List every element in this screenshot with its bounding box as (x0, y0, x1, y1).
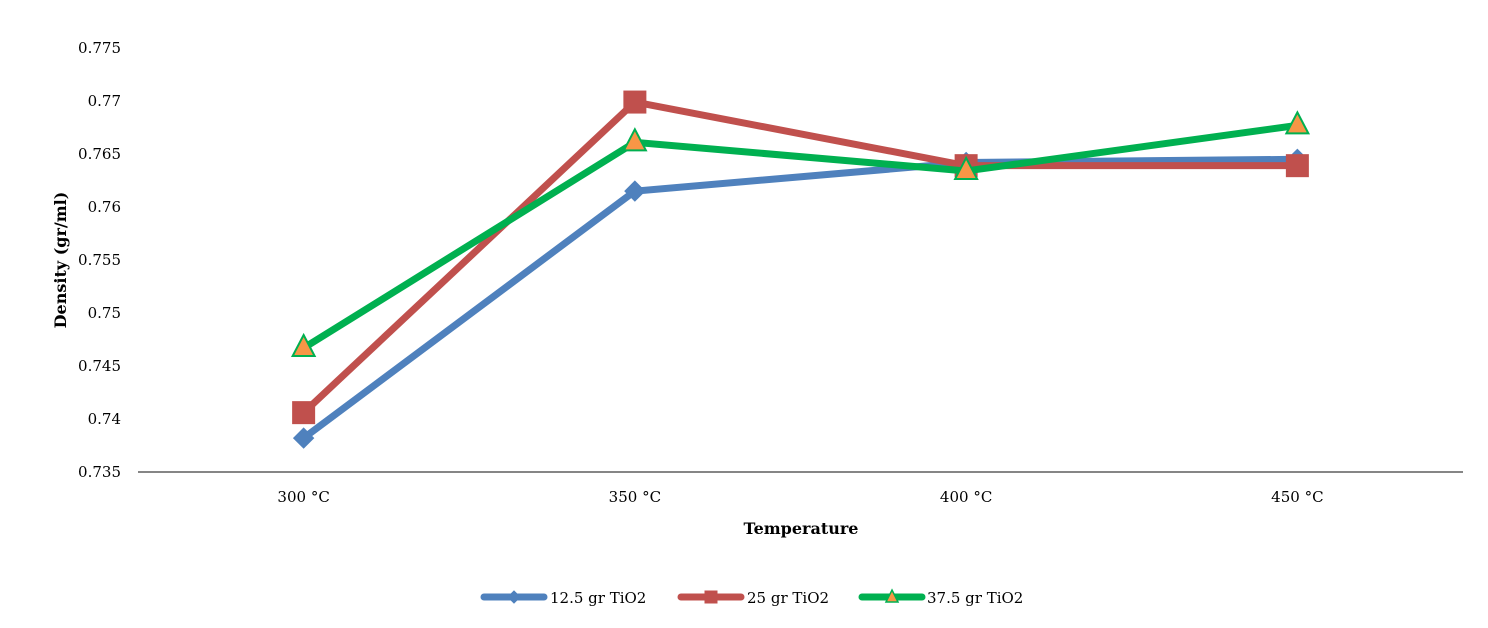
y-tick-labels: 0.735 0.74 0.745 0.75 0.755 0.76 0.765 0.77 0.77… (78, 39, 121, 481)
legend-marker (507, 590, 521, 604)
series-2 (292, 90, 1309, 425)
legend-label: 25 gr TiO2 (747, 589, 829, 607)
y-tick-label: 0.75 (88, 304, 121, 322)
x-axis-title: Temperature (744, 519, 859, 538)
legend: 12.5 gr TiO2 25 gr TiO2 37.5 gr TiO2 (480, 588, 1023, 607)
data-point-square (292, 401, 316, 425)
series-layer (290, 90, 1311, 449)
data-point-diamond (292, 427, 315, 449)
data-point-triangle (953, 155, 979, 180)
data-point-diamond (624, 180, 646, 202)
data-point-square (1285, 154, 1309, 178)
legend-marker (884, 588, 900, 603)
series-1 (292, 148, 1309, 449)
data-point-square (623, 90, 647, 114)
legend-label: 37.5 gr TiO2 (927, 589, 1023, 607)
series-3 (290, 110, 1311, 357)
x-tick-label: 450 °C (1271, 488, 1323, 506)
series-line (300, 155, 1301, 442)
legend-item: 12.5 gr TiO2 (480, 589, 646, 607)
legend-label: 12.5 gr TiO2 (550, 589, 646, 607)
legend-item: 37.5 gr TiO2 (858, 588, 1023, 607)
x-tick-labels: 300 °C 350 °C 400 °C 450 °C (277, 488, 1323, 506)
data-point-triangle (622, 127, 648, 152)
y-tick-label: 0.755 (78, 251, 121, 269)
y-tick-label: 0.775 (78, 39, 121, 57)
data-point-triangle (290, 332, 317, 357)
x-tick-label: 400 °C (940, 488, 992, 506)
x-tick-label: 300 °C (277, 488, 329, 506)
data-point-triangle (1284, 110, 1311, 135)
x-tick-label: 350 °C (609, 488, 661, 506)
legend-item: 25 gr TiO2 (677, 589, 829, 607)
series-line (300, 98, 1301, 417)
y-tick-label: 0.77 (88, 92, 121, 110)
y-tick-label: 0.745 (78, 357, 121, 375)
y-tick-label: 0.765 (78, 145, 121, 163)
y-axis-title: Density (gr/ml) (51, 192, 70, 329)
y-tick-label: 0.74 (88, 410, 121, 428)
y-tick-label: 0.735 (78, 463, 121, 481)
legend-marker (704, 590, 718, 604)
y-tick-label: 0.76 (88, 198, 121, 216)
series-line (300, 121, 1301, 352)
